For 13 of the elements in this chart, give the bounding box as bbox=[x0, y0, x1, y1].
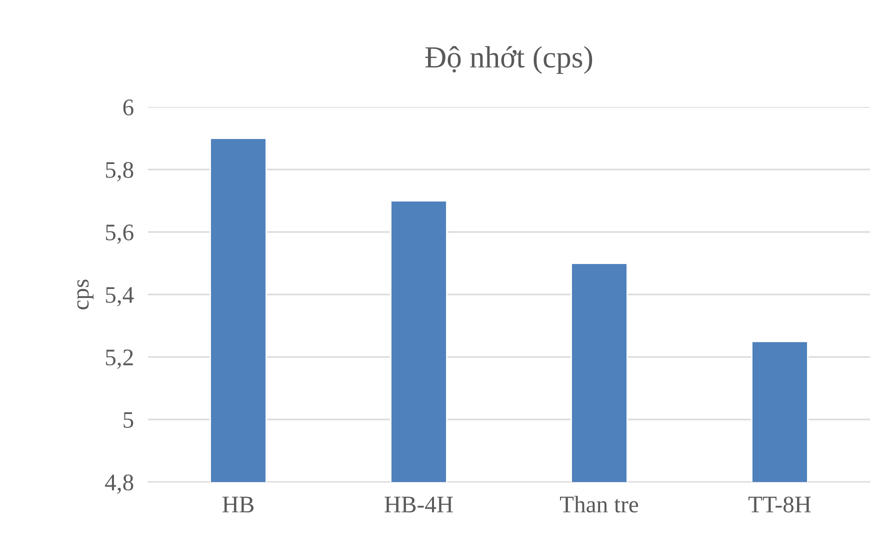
x-tick-label: Than tre bbox=[560, 496, 638, 513]
y-axis-title: cps bbox=[77, 280, 94, 310]
y-tick-label: 5,8 bbox=[106, 162, 134, 182]
chart-title: Độ nhớt (cps) bbox=[425, 46, 592, 74]
y-tick-label: 5,2 bbox=[106, 350, 133, 369]
x-tick-label: TT-8H bbox=[748, 496, 811, 513]
y-tick-label: 6 bbox=[123, 100, 134, 116]
y-tick-label: 5 bbox=[124, 412, 134, 428]
y-tick-label: 4,8 bbox=[105, 474, 134, 494]
y-tick-label: 5,4 bbox=[106, 287, 134, 306]
y-tick-label: 5,6 bbox=[106, 224, 134, 244]
x-tick-label: HB-4H bbox=[384, 496, 453, 512]
x-tick-label: HB bbox=[222, 496, 254, 512]
